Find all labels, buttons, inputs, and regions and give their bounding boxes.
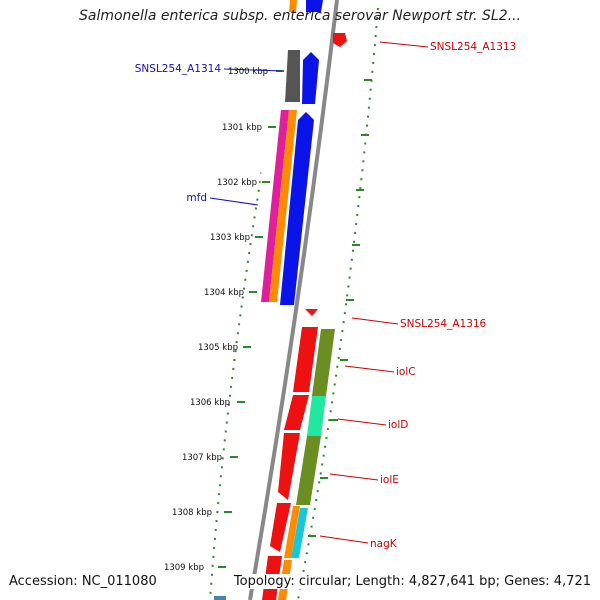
kbp-label-1300: 1300 kbp bbox=[228, 67, 268, 77]
kbp-label-1301: 1301 kbp bbox=[222, 123, 262, 133]
feature-red-nagk[interactable] bbox=[270, 503, 291, 552]
feature-mint-iold[interactable] bbox=[307, 396, 326, 436]
feature-red-iold[interactable] bbox=[284, 395, 309, 430]
inner-track-ring bbox=[209, 29, 287, 600]
gene-label-iolc[interactable]: iolC bbox=[396, 366, 416, 378]
gene-label-nagk[interactable]: nagK bbox=[370, 538, 398, 550]
gene-label-snsl254-a1314[interactable]: SNSL254_A1314 bbox=[135, 63, 222, 75]
gene-labels: SNSL254_A1313 SNSL254_A1314 mfd SNSL254_… bbox=[135, 41, 516, 550]
feature-olive-iole[interactable] bbox=[296, 436, 321, 505]
map-title: Salmonella enterica subsp. enterica sero… bbox=[79, 8, 521, 24]
feature-red-a1316[interactable] bbox=[305, 309, 318, 316]
kbp-ticks bbox=[218, 70, 372, 568]
feature-magenta-mfd[interactable] bbox=[261, 110, 289, 302]
kbp-label-1308: 1308 kbp bbox=[172, 508, 212, 518]
kbp-label-1309: 1309 kbp bbox=[164, 563, 204, 573]
feature-olive-iolc[interactable] bbox=[312, 329, 335, 396]
feature-gray-a1314[interactable] bbox=[285, 50, 300, 102]
feature-blue-top[interactable] bbox=[306, 0, 323, 12]
gene-label-snsl254-a1316[interactable]: SNSL254_A1316 bbox=[400, 318, 487, 330]
kbp-label-1304: 1304 kbp bbox=[204, 288, 244, 298]
gene-label-iold[interactable]: iolD bbox=[388, 419, 408, 431]
feature-blue-a1314[interactable] bbox=[302, 52, 319, 104]
feature-orange-top[interactable] bbox=[289, 0, 297, 12]
gene-label-iole[interactable]: iolE bbox=[380, 474, 399, 486]
kbp-label-1307: 1307 kbp bbox=[182, 453, 222, 463]
kbp-label-1305: 1305 kbp bbox=[198, 343, 238, 353]
backbone bbox=[248, 0, 339, 600]
accession-text: Accession: NC_011080 bbox=[9, 574, 157, 589]
kbp-label-1302: 1302 kbp bbox=[217, 178, 257, 188]
label-leaders bbox=[209, 41, 429, 544]
feature-steel-bottom[interactable] bbox=[214, 596, 226, 600]
feature-blue-mfd[interactable] bbox=[280, 112, 314, 305]
feature-red-iole[interactable] bbox=[278, 433, 300, 500]
feature-orange-nagk[interactable] bbox=[284, 506, 300, 558]
kbp-labels: 1300 kbp 1301 kbp 1302 kbp 1303 kbp 1304… bbox=[164, 67, 268, 573]
feature-red-a1313[interactable] bbox=[333, 33, 347, 47]
feature-red-iolc[interactable] bbox=[293, 327, 318, 392]
gene-label-snsl254-a1313[interactable]: SNSL254_A1313 bbox=[430, 41, 516, 53]
kbp-label-1303: 1303 kbp bbox=[210, 233, 250, 243]
topology-text: Topology: circular; Length: 4,827,641 bp… bbox=[233, 574, 591, 589]
gene-label-mfd[interactable]: mfd bbox=[186, 192, 207, 204]
kbp-label-1306: 1306 kbp bbox=[190, 398, 230, 408]
feature-cyan-nagk[interactable] bbox=[291, 508, 308, 558]
feature-orange-mfd[interactable] bbox=[269, 110, 297, 302]
